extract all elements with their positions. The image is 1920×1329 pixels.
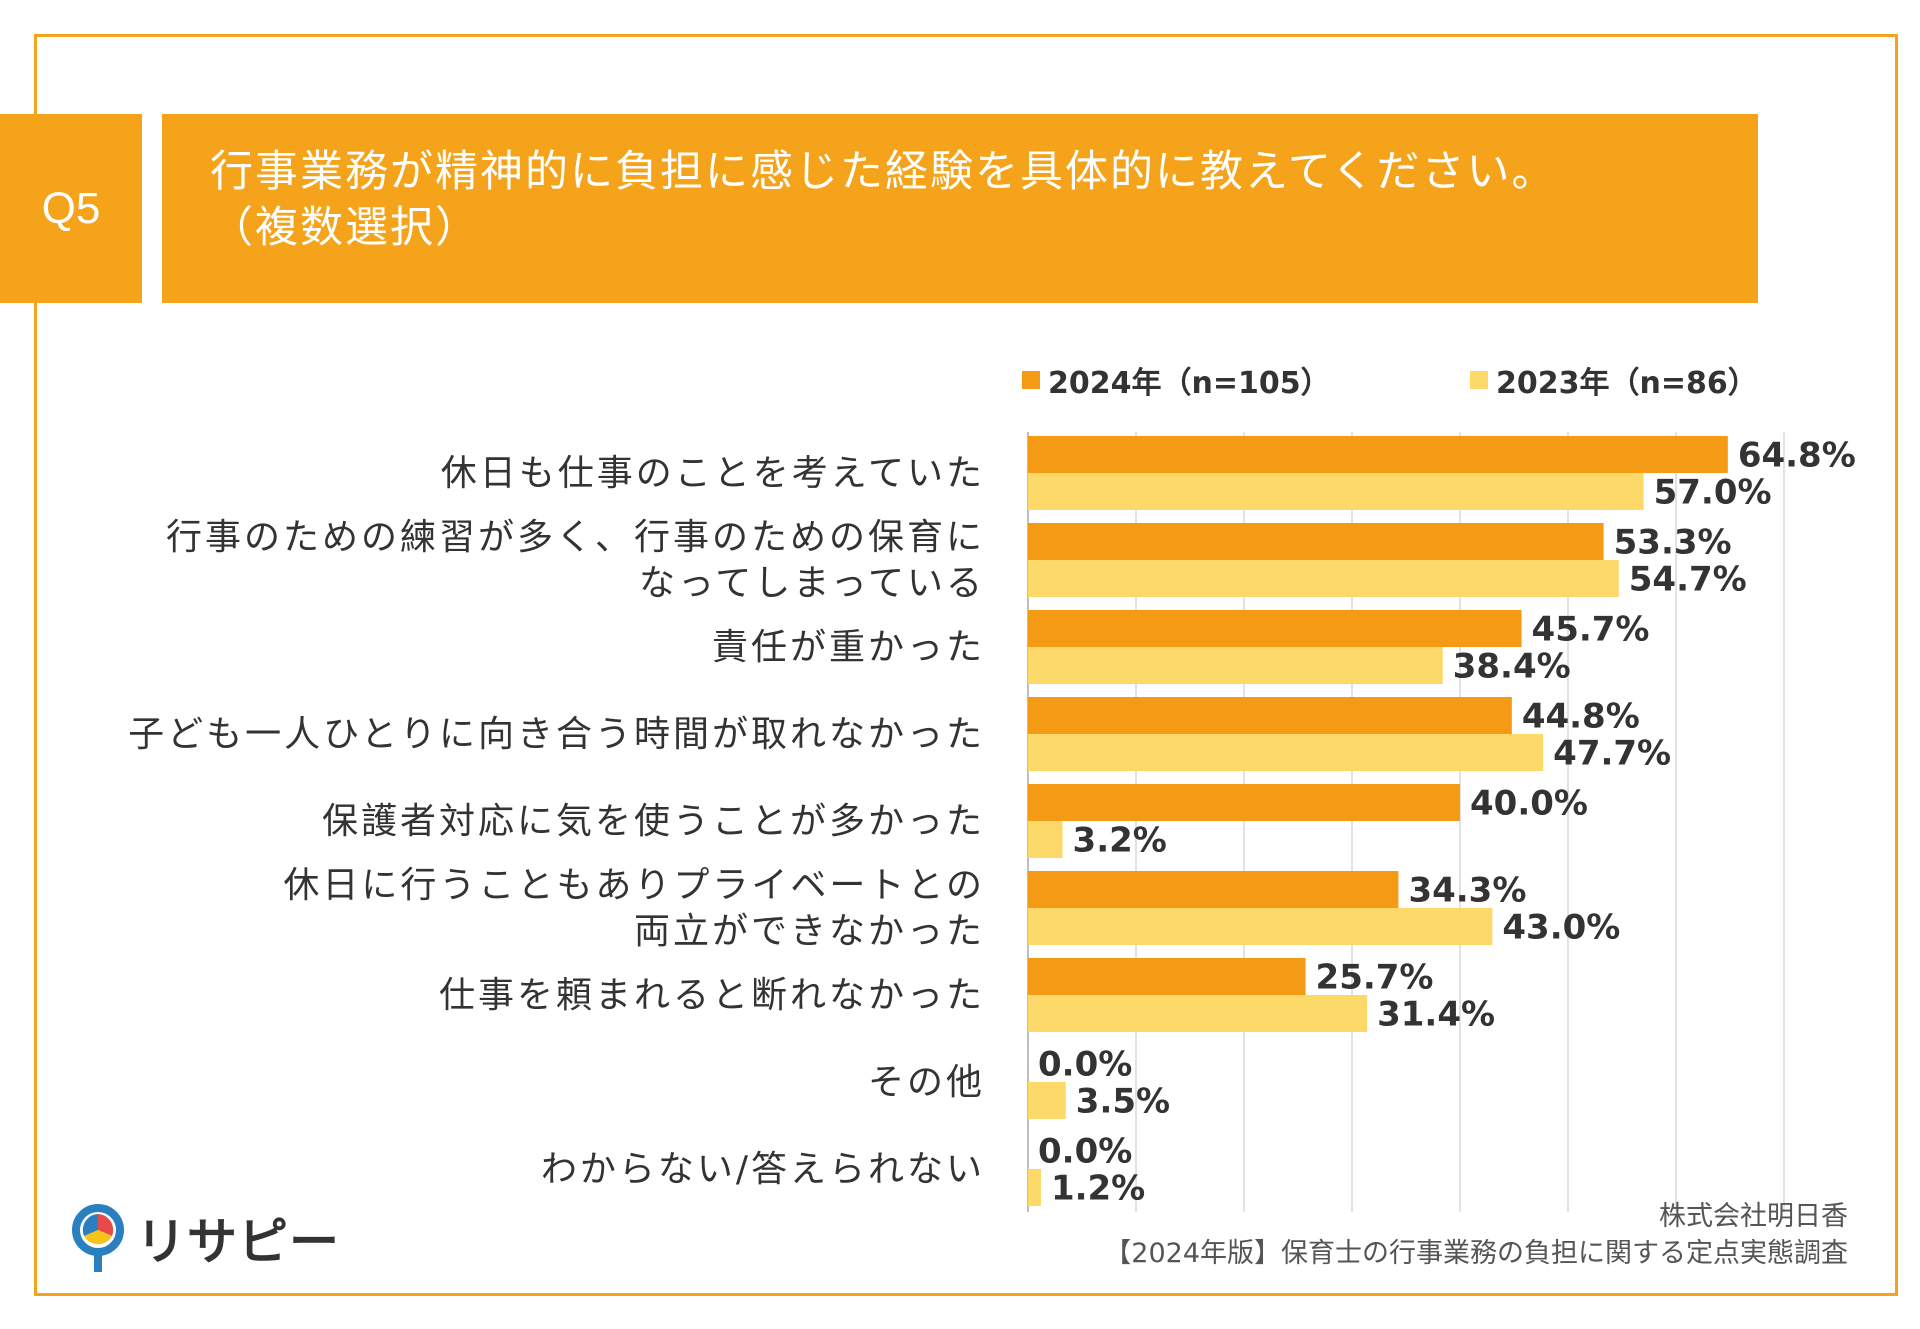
outer-frame — [34, 34, 1898, 1296]
bar-2024 — [1028, 958, 1306, 995]
category-label: 責任が重かった — [712, 625, 985, 671]
bar-2023 — [1028, 1169, 1041, 1206]
logo-pin-icon — [72, 1204, 124, 1272]
question-title-line1: 行事業務が精神的に負担に感じた経験を具体的に教えてください。 — [210, 147, 1557, 197]
category-label-line: 仕事を頼まれると断れなかった — [438, 975, 985, 1016]
category-label: 休日に行うこともありプライベートとの両立ができなかった — [283, 863, 985, 955]
bar-2024 — [1028, 697, 1512, 734]
bar-2024 — [1028, 784, 1460, 821]
legend-label-2023: 2023年（n=86） — [1496, 366, 1758, 401]
category-label: その他 — [868, 1060, 985, 1106]
category-label-line: なってしまっている — [639, 563, 985, 604]
category-label: わからない/答えられない — [541, 1147, 985, 1193]
category-label-line: 責任が重かった — [711, 627, 985, 668]
data-label: 25.7% — [1316, 958, 1434, 998]
data-label: 38.4% — [1453, 647, 1571, 687]
data-label: 53.3% — [1614, 523, 1732, 563]
legend-item-2024: 2024年（n=105） — [1022, 360, 1331, 401]
bar-2023 — [1028, 560, 1619, 597]
data-label: 45.7% — [1532, 610, 1650, 650]
category-label: 行事のための練習が多く、行事のための保育になってしまっている — [166, 515, 985, 607]
data-label: 47.7% — [1553, 734, 1671, 774]
data-label: 34.3% — [1408, 871, 1526, 911]
data-label: 31.4% — [1377, 995, 1495, 1035]
bar-2023 — [1028, 1082, 1066, 1119]
category-label-line: わからない/答えられない — [540, 1149, 985, 1190]
question-number: Q5 — [0, 114, 142, 303]
data-label: 64.8% — [1738, 436, 1856, 476]
data-label: 1.2% — [1051, 1169, 1145, 1209]
source-company: 株式会社明日香 — [1659, 1201, 1848, 1232]
legend-swatch-2023 — [1470, 371, 1488, 389]
bar-2024 — [1028, 871, 1399, 908]
category-label: 保護者対応に気を使うことが多かった — [322, 799, 985, 845]
category-label: 仕事を頼まれると断れなかった — [439, 973, 985, 1019]
bar-2023 — [1028, 995, 1368, 1032]
category-label-line: 子ども一人ひとりに向き合う時間が取れなかった — [128, 714, 985, 755]
question-title: 行事業務が精神的に負担に感じた経験を具体的に教えてください。 （複数選択） — [162, 114, 1758, 303]
bar-2024 — [1028, 610, 1522, 647]
category-label-line: 行事のための練習が多く、行事のための保育に — [165, 517, 985, 558]
bar-2023 — [1028, 908, 1493, 945]
logo-text: リサピー — [136, 1213, 340, 1271]
data-label: 57.0% — [1654, 473, 1772, 513]
source-survey: 【2024年版】保育士の行事業務の負担に関する定点実態調査 — [1104, 1238, 1848, 1269]
category-label: 休日も仕事のことを考えていた — [441, 451, 985, 497]
data-label: 3.2% — [1073, 821, 1167, 861]
category-label-line: 両立ができなかった — [633, 911, 985, 952]
data-label: 40.0% — [1470, 784, 1588, 824]
bar-2023 — [1028, 473, 1644, 510]
data-label: 0.0% — [1038, 1045, 1132, 1085]
data-label: 54.7% — [1629, 560, 1747, 600]
bar-2024 — [1028, 523, 1604, 560]
legend-label-2024: 2024年（n=105） — [1048, 366, 1331, 401]
question-title-line2: （複数選択） — [210, 203, 480, 253]
data-label: 44.8% — [1522, 697, 1640, 737]
category-label-line: 休日も仕事のことを考えていた — [440, 453, 985, 494]
bar-2023 — [1028, 647, 1443, 684]
legend-swatch-2024 — [1022, 371, 1040, 389]
category-label-line: 休日に行うこともありプライベートとの — [283, 865, 985, 906]
logo: リサピー — [70, 1202, 340, 1274]
bar-2023 — [1028, 821, 1063, 858]
category-label-line: 保護者対応に気を使うことが多かった — [321, 801, 985, 842]
data-label: 0.0% — [1038, 1132, 1132, 1172]
bar-2024 — [1028, 436, 1728, 473]
bar-2023 — [1028, 734, 1544, 771]
data-label: 43.0% — [1502, 908, 1620, 948]
data-label: 3.5% — [1076, 1082, 1170, 1122]
category-label-line: その他 — [867, 1062, 985, 1103]
category-label: 子ども一人ひとりに向き合う時間が取れなかった — [128, 712, 985, 758]
legend-item-2023: 2023年（n=86） — [1470, 360, 1758, 401]
